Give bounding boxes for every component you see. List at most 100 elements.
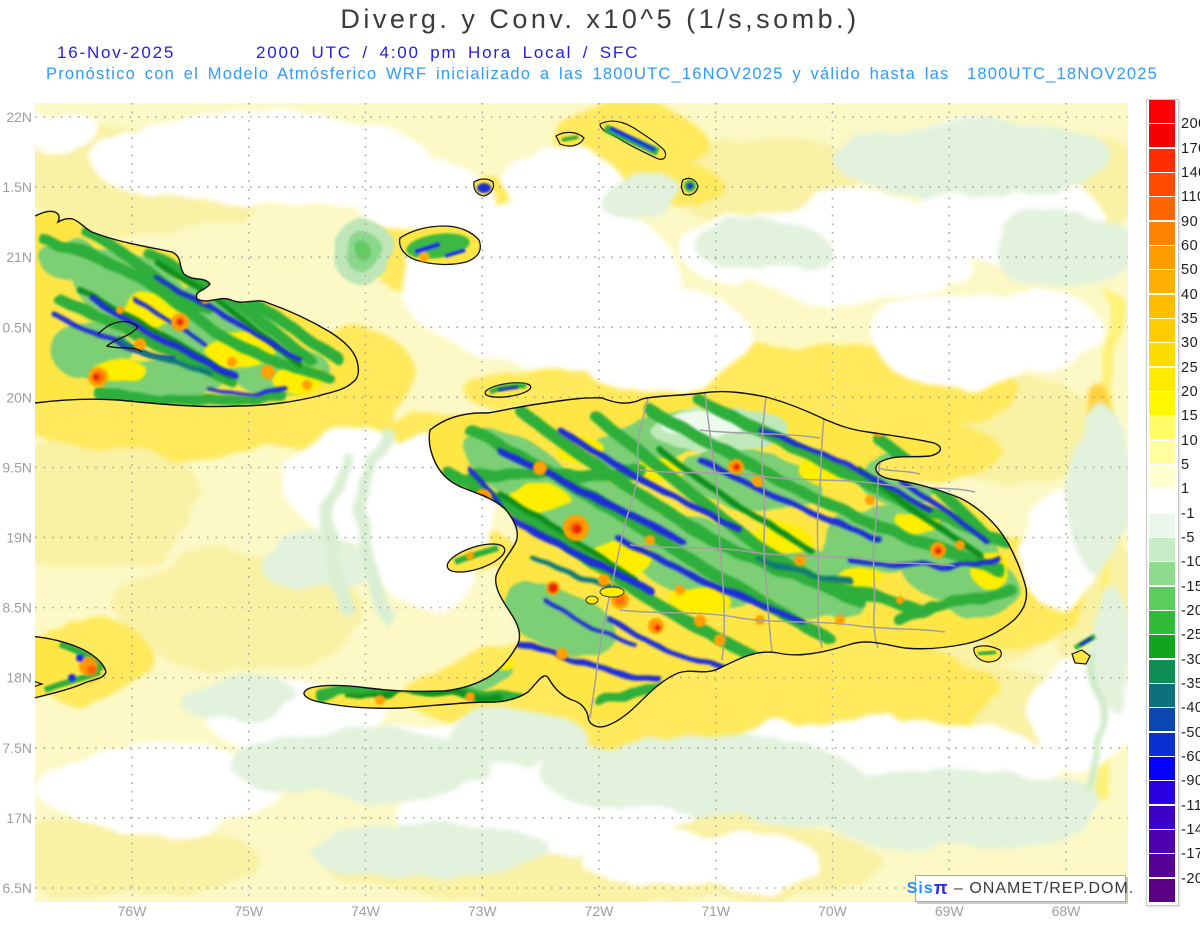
colorbar-label: 1 <box>1181 480 1200 498</box>
lat-label: 22N <box>6 109 32 125</box>
colorbar-cell <box>1149 465 1175 488</box>
lon-label: 72W <box>585 903 615 919</box>
colorbar-cell <box>1149 441 1175 464</box>
colorbar-label: 20 <box>1181 383 1200 401</box>
colorbar-cell <box>1149 562 1175 585</box>
colorbar-label: -140 <box>1181 821 1200 839</box>
lon-label: 75W <box>234 903 264 919</box>
colorbar-label: 140 <box>1181 164 1200 182</box>
lat-label: 18N <box>6 670 32 686</box>
forecast-time: 2000 UTC / 4:00 pm Hora Local / SFC <box>256 43 639 63</box>
colorbar-label: -1 <box>1181 505 1200 523</box>
watermark-separator: – <box>949 880 970 898</box>
colorbar-cell <box>1149 587 1175 610</box>
lat-label: 20N <box>6 389 32 405</box>
colorbar-label: 90 <box>1181 213 1200 231</box>
forecast-description: Pronóstico con el Modelo Atmósferico WRF… <box>46 65 1158 84</box>
ocean-green-blob <box>332 219 394 285</box>
colorbar-cell <box>1149 222 1175 245</box>
lon-label: 68W <box>1052 903 1082 919</box>
lat-label: 6.5N <box>2 880 32 896</box>
lon-label: 76W <box>118 903 148 919</box>
colorbar-label: 60 <box>1181 237 1200 255</box>
watermark-box: Sisπ – ONAMET/REP.DOM. <box>915 875 1126 902</box>
colorbar-cell <box>1149 270 1175 293</box>
lon-label: 73W <box>468 903 498 919</box>
colorbar-cell <box>1149 514 1175 537</box>
forecast-date: 16-Nov-2025 <box>57 43 175 63</box>
colorbar-cell <box>1149 757 1175 780</box>
colorbar-label: -35 <box>1181 675 1200 693</box>
colorbar-label: -60 <box>1181 748 1200 766</box>
colorbar-cell <box>1149 319 1175 342</box>
lon-label: 74W <box>351 903 381 919</box>
watermark-pi-icon: π <box>934 878 949 899</box>
colorbar-label: 30 <box>1181 334 1200 352</box>
lake-enriquillo <box>600 587 624 597</box>
colorbar-label: -5 <box>1181 529 1200 547</box>
colorbar-cell <box>1149 149 1175 172</box>
colorbar-cell <box>1149 781 1175 804</box>
lat-label: 17N <box>6 810 32 826</box>
colorbar-label: 5 <box>1181 456 1200 474</box>
colorbar-cell <box>1149 100 1175 123</box>
colorbar-cell <box>1149 806 1175 829</box>
colorbar-cell <box>1149 611 1175 634</box>
colorbar-label: -50 <box>1181 724 1200 742</box>
etang-saumatre <box>586 596 598 604</box>
colorbar-label: 40 <box>1181 286 1200 304</box>
lat-label: 9.5N <box>2 459 32 475</box>
colorbar-label: -170 <box>1181 845 1200 863</box>
lon-label: 71W <box>701 903 731 919</box>
colorbar-label: -200 <box>1181 870 1200 888</box>
colorbar-label: 170 <box>1181 140 1200 158</box>
colorbar-cell <box>1149 830 1175 853</box>
watermark-org: ONAMET/REP.DOM. <box>969 880 1134 898</box>
lat-label: 19N <box>6 530 32 546</box>
colorbar-cell <box>1149 660 1175 683</box>
colorbar-cell <box>1149 879 1175 902</box>
lat-label: 8.5N <box>2 600 32 616</box>
colorbar-label: 200 <box>1181 115 1200 133</box>
colorbar-cell <box>1149 124 1175 147</box>
colorbar-label: 15 <box>1181 407 1200 425</box>
colorbar-label: -30 <box>1181 651 1200 669</box>
colorbar-label: 110 <box>1181 188 1200 206</box>
lat-label: 1.5N <box>2 179 32 195</box>
colorbar-cell <box>1149 733 1175 756</box>
colorbar-label: 35 <box>1181 310 1200 328</box>
colorbar-label: -25 <box>1181 626 1200 644</box>
weather-map-page: 22N 1.5N 21N 0.5N 20N 9.5N 19N 8.5N 18N 7.5N 17N 6.… <box>0 0 1200 927</box>
colorbar-cell <box>1149 368 1175 391</box>
colorbar-cell <box>1149 489 1175 512</box>
colorbar-label: -110 <box>1181 797 1200 815</box>
colorbar-cell <box>1149 295 1175 318</box>
lat-label: 0.5N <box>2 319 32 335</box>
colorbar-cell <box>1149 246 1175 269</box>
colorbar-label: -40 <box>1181 699 1200 717</box>
colorbar-label: -15 <box>1181 578 1200 596</box>
lat-label: 21N <box>6 249 32 265</box>
colorbar-cell <box>1149 635 1175 658</box>
colorbar-label: -90 <box>1181 772 1200 790</box>
colorbar-cell <box>1149 197 1175 220</box>
lon-label: 69W <box>935 903 965 919</box>
colorbar-cell <box>1149 392 1175 415</box>
forecast-map: 22N 1.5N 21N 0.5N 20N 9.5N 19N 8.5N 18N 7.5N 17N 6.… <box>0 0 1200 927</box>
colorbar-label: 25 <box>1181 359 1200 377</box>
colorbar-cell <box>1149 538 1175 561</box>
colorbar-label: -20 <box>1181 602 1200 620</box>
lat-label: 7.5N <box>2 740 32 756</box>
watermark-brand: Sis <box>907 880 934 898</box>
colorbar-label: 50 <box>1181 261 1200 279</box>
colorbar-label: 10 <box>1181 432 1200 450</box>
page-title: Diverg. y Conv. x10^5 (1/s,somb.) <box>0 4 1200 35</box>
colorbar-cell <box>1149 708 1175 731</box>
colorbar-cell <box>1149 854 1175 877</box>
colorbar-cell <box>1149 173 1175 196</box>
colorbar-cell <box>1149 684 1175 707</box>
lon-label: 70W <box>818 903 848 919</box>
colorbar-cell <box>1149 416 1175 439</box>
colorbar-cell <box>1149 343 1175 366</box>
colorbar-label: -10 <box>1181 553 1200 571</box>
